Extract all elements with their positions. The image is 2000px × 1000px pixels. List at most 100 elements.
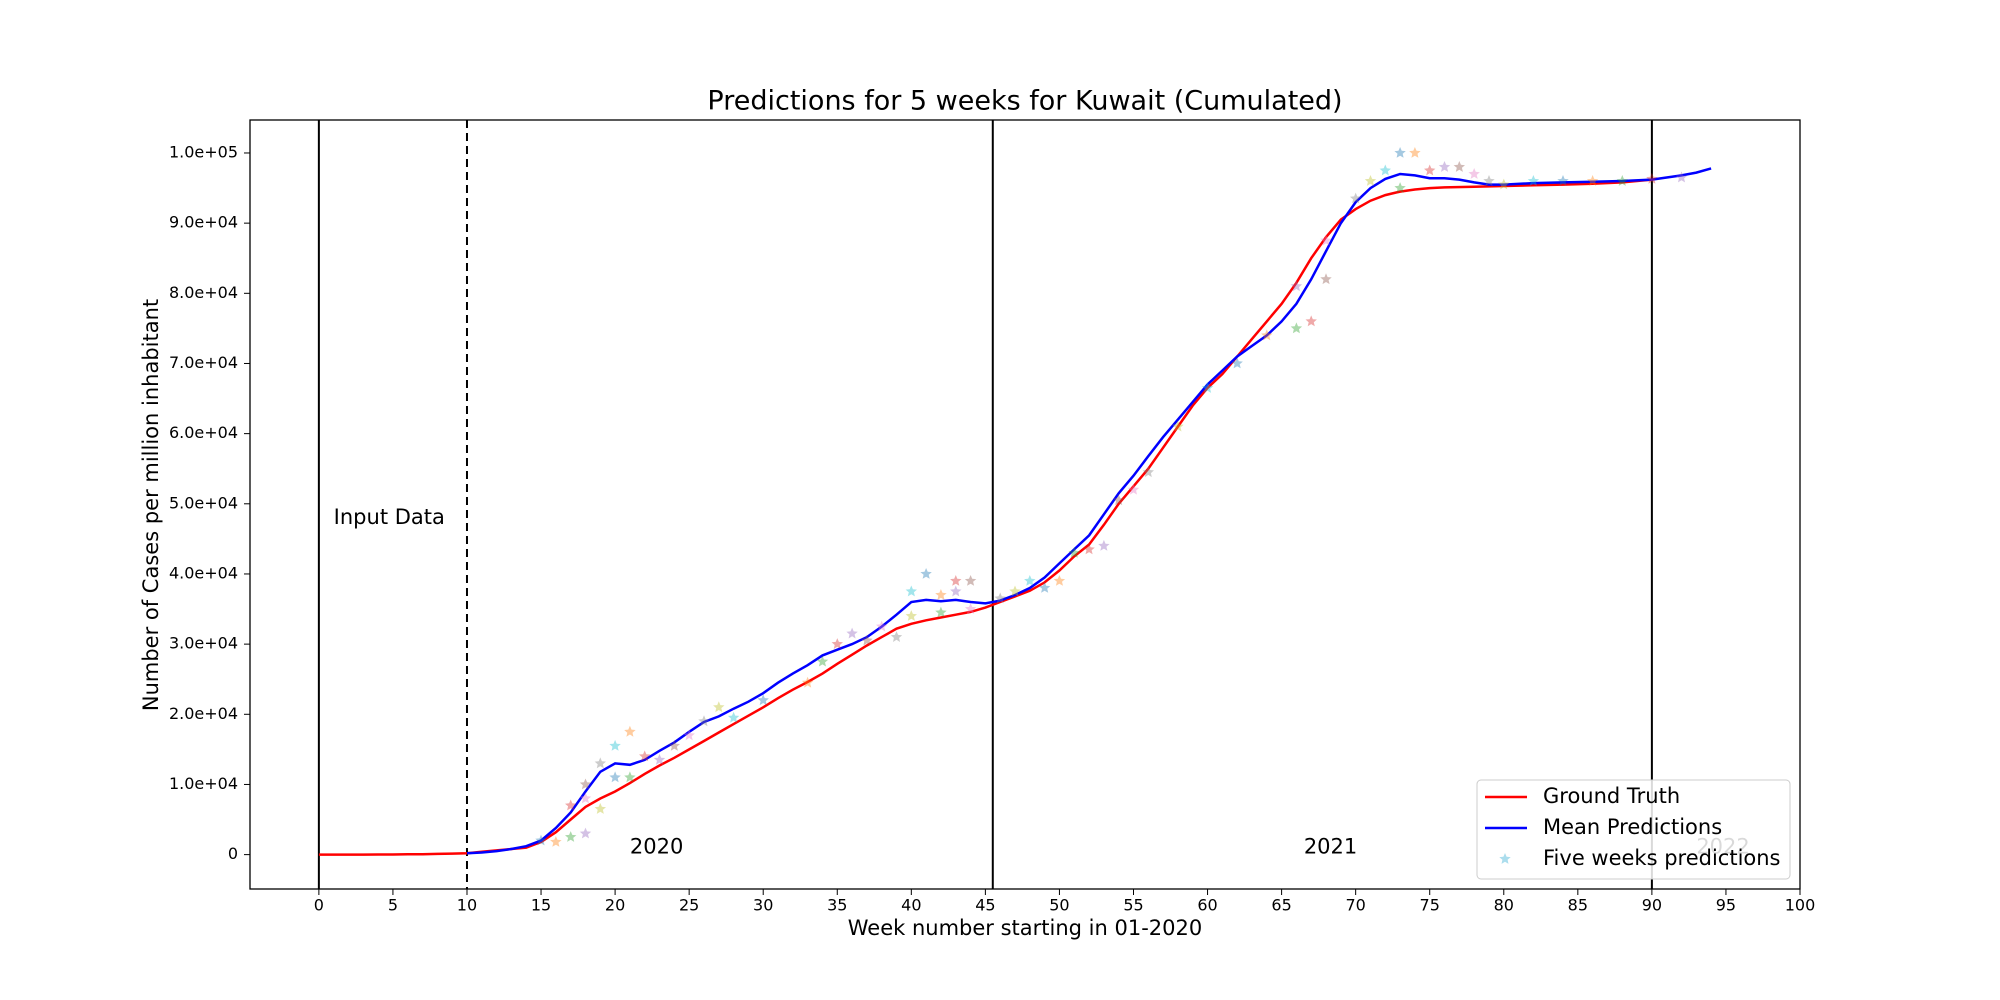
star-point — [1646, 172, 1658, 184]
star-point — [1616, 175, 1628, 186]
star-point — [1468, 168, 1480, 179]
x-tick-label: 0 — [314, 896, 324, 915]
star-point — [831, 638, 843, 649]
star-point — [905, 610, 917, 621]
annotation: Input Data — [334, 505, 445, 529]
x-tick-label: 85 — [1568, 896, 1588, 915]
star-point — [1053, 575, 1066, 586]
star-point — [579, 827, 592, 839]
star-point — [1320, 273, 1332, 285]
x-tick-label: 25 — [679, 896, 699, 915]
x-tick-label: 45 — [975, 896, 995, 915]
star-point — [890, 631, 903, 642]
star-point — [801, 676, 814, 688]
x-tick-label: 50 — [1049, 896, 1069, 915]
y-tick-label: 5.0e+04 — [169, 493, 238, 512]
star-point — [579, 778, 592, 790]
line-series — [466, 167, 1712, 855]
star-point — [1038, 582, 1051, 593]
star-point — [565, 831, 577, 842]
star-point — [668, 739, 680, 751]
star-point — [594, 803, 606, 814]
y-tick-label: 9.0e+04 — [169, 213, 238, 232]
star-point — [1438, 161, 1451, 172]
x-tick-label: 35 — [827, 896, 847, 915]
y-tick-label: 0 — [228, 844, 238, 863]
star-point — [846, 627, 858, 639]
star-point — [1498, 178, 1510, 190]
star-point — [1305, 315, 1317, 327]
star-point — [727, 711, 740, 723]
x-tick-label: 20 — [605, 896, 625, 915]
legend-marker — [1499, 853, 1511, 864]
x-tick-label: 80 — [1494, 896, 1514, 915]
legend-label: Five weeks predictions — [1543, 846, 1781, 870]
star-point — [609, 739, 621, 751]
y-tick-label: 4.0e+04 — [169, 563, 238, 582]
star-point — [1098, 539, 1110, 551]
y-tick-label: 2.0e+04 — [169, 704, 238, 723]
x-tick-label: 55 — [1123, 896, 1143, 915]
star-point — [1009, 585, 1021, 597]
plot-frame — [249, 119, 1801, 890]
star-point — [1320, 234, 1332, 246]
star-point — [1290, 280, 1303, 292]
star-point — [1068, 546, 1080, 558]
star-point — [594, 757, 606, 769]
star-point — [876, 620, 888, 632]
star-point — [1557, 175, 1569, 186]
star-point — [964, 575, 977, 586]
x-axis-label: Week number starting in 01-2020 — [848, 916, 1202, 940]
star-point — [920, 568, 932, 579]
star-point — [905, 585, 917, 597]
star-point — [639, 750, 651, 762]
star-point — [1409, 147, 1421, 158]
star-point — [1261, 329, 1273, 341]
star-point — [1142, 466, 1154, 478]
star-point — [624, 771, 636, 783]
x-tick-label: 5 — [388, 896, 398, 915]
star-point — [653, 753, 666, 765]
star-point — [1424, 164, 1436, 176]
star-point — [1527, 175, 1540, 186]
star-point — [683, 729, 695, 741]
x-tick-label: 15 — [531, 896, 551, 915]
x-tick-label: 95 — [1716, 896, 1736, 915]
y-tick-label: 1.0e+05 — [169, 142, 238, 161]
x-tick-label: 40 — [901, 896, 921, 915]
x-tick-label: 75 — [1420, 896, 1440, 915]
star-point — [624, 725, 636, 737]
star-point — [1083, 543, 1095, 555]
star-point — [950, 585, 962, 597]
star-point — [1113, 494, 1125, 506]
legend-label: Ground Truth — [1543, 784, 1680, 808]
star-point — [1675, 171, 1688, 183]
star-point — [550, 836, 562, 847]
x-tick-label: 60 — [1197, 896, 1217, 915]
star-point — [1024, 575, 1036, 586]
star-point — [1364, 175, 1377, 186]
x-tick-label: 30 — [753, 896, 773, 915]
y-tick-label: 8.0e+04 — [169, 283, 238, 302]
y-axis-label: Number of Cases per million inhabitant — [139, 299, 163, 711]
star-point — [1394, 147, 1406, 158]
chart-title: Predictions for 5 weeks for Kuwait (Cumu… — [707, 86, 1342, 117]
star-point — [950, 575, 962, 586]
star-point — [1172, 420, 1184, 432]
star-point — [816, 655, 829, 667]
y-tick-label: 6.0e+04 — [169, 423, 238, 442]
y-tick-label: 3.0e+04 — [169, 634, 238, 653]
star-point — [698, 715, 710, 727]
star-point — [935, 589, 947, 600]
star-point — [1379, 164, 1391, 176]
star-point — [1586, 175, 1599, 186]
x-tick-label: 90 — [1642, 896, 1662, 915]
legend-box — [1476, 779, 1791, 880]
star-point — [1483, 175, 1495, 186]
star-point — [1201, 382, 1214, 393]
star-point — [964, 603, 977, 614]
star-point — [994, 592, 1006, 604]
y-tick-label: 7.0e+04 — [169, 353, 238, 372]
star-point — [757, 694, 769, 706]
